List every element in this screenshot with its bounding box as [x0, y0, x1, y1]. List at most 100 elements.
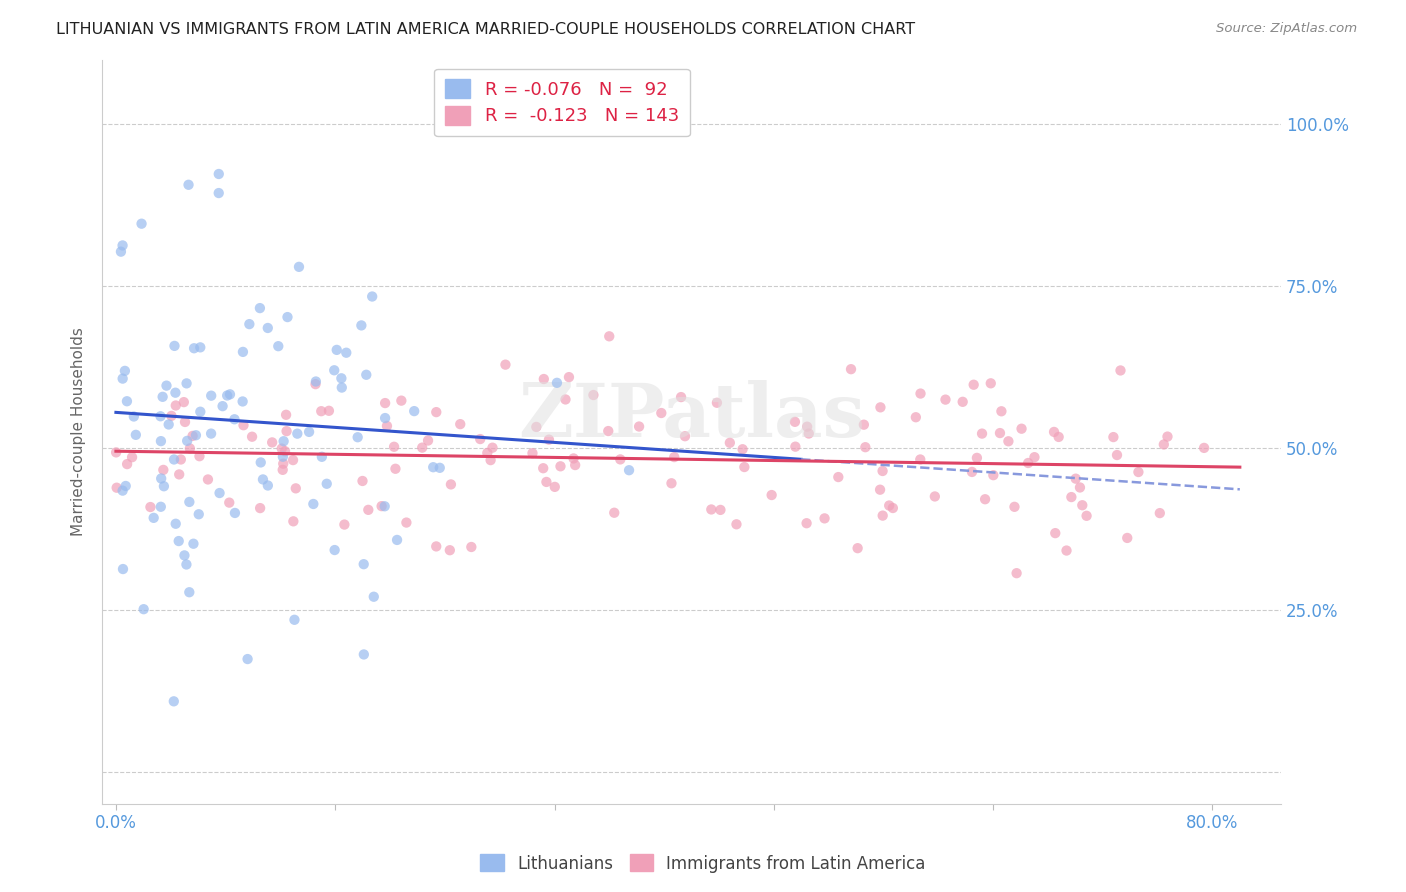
- Point: [249, 455, 271, 469]
- Point: [188, 405, 211, 419]
- Point: [533, 372, 555, 386]
- Point: [550, 459, 572, 474]
- Point: [1105, 448, 1128, 462]
- Point: [352, 474, 374, 488]
- Point: [531, 461, 554, 475]
- Point: [669, 390, 692, 404]
- Point: [1153, 437, 1175, 451]
- Point: [115, 394, 138, 409]
- Point: [425, 405, 447, 419]
- Point: [184, 428, 207, 442]
- Point: [167, 534, 190, 549]
- Point: [389, 393, 412, 408]
- Point: [1102, 430, 1125, 444]
- Point: [422, 460, 444, 475]
- Point: [149, 500, 172, 514]
- Point: [558, 370, 581, 384]
- Point: [1128, 465, 1150, 479]
- Point: [1045, 526, 1067, 541]
- Point: [796, 516, 818, 531]
- Point: [176, 434, 198, 448]
- Point: [404, 404, 426, 418]
- Point: [363, 590, 385, 604]
- Point: [165, 516, 187, 531]
- Point: [276, 310, 298, 324]
- Point: [562, 451, 585, 466]
- Point: [974, 492, 997, 507]
- Point: [384, 462, 406, 476]
- Point: [429, 460, 451, 475]
- Point: [439, 543, 461, 558]
- Point: [274, 408, 297, 422]
- Point: [910, 386, 932, 401]
- Point: [990, 404, 1012, 418]
- Point: [1017, 456, 1039, 470]
- Point: [181, 429, 204, 443]
- Point: [598, 424, 620, 438]
- Point: [163, 339, 186, 353]
- Point: [132, 602, 155, 616]
- Point: [960, 465, 983, 479]
- Point: [262, 435, 284, 450]
- Point: [470, 432, 492, 446]
- Point: [330, 380, 353, 394]
- Point: [153, 479, 176, 493]
- Point: [537, 433, 560, 447]
- Point: [718, 435, 741, 450]
- Point: [273, 434, 295, 449]
- Point: [872, 464, 894, 478]
- Point: [924, 490, 946, 504]
- Point: [325, 343, 347, 357]
- Text: LITHUANIAN VS IMMIGRANTS FROM LATIN AMERICA MARRIED-COUPLE HOUSEHOLDS CORRELATIO: LITHUANIAN VS IMMIGRANTS FROM LATIN AMER…: [56, 22, 915, 37]
- Point: [904, 410, 927, 425]
- Point: [167, 467, 190, 482]
- Point: [256, 321, 278, 335]
- Point: [111, 371, 134, 385]
- Point: [333, 517, 356, 532]
- Point: [910, 452, 932, 467]
- Point: [980, 376, 1002, 391]
- Point: [208, 167, 231, 181]
- Point: [706, 396, 728, 410]
- Point: [411, 441, 433, 455]
- Point: [232, 418, 254, 433]
- Point: [617, 463, 640, 477]
- Point: [853, 440, 876, 454]
- Point: [1116, 531, 1139, 545]
- Point: [1043, 425, 1066, 439]
- Point: [725, 517, 748, 532]
- Point: [460, 540, 482, 554]
- Point: [356, 368, 378, 382]
- Point: [170, 452, 193, 467]
- Point: [330, 371, 353, 385]
- Point: [183, 537, 205, 551]
- Point: [111, 238, 134, 252]
- Point: [1024, 450, 1046, 465]
- Point: [477, 446, 499, 460]
- Point: [318, 404, 340, 418]
- Point: [271, 463, 294, 477]
- Point: [305, 375, 328, 389]
- Point: [283, 514, 305, 528]
- Point: [869, 483, 891, 497]
- Point: [281, 453, 304, 467]
- Point: [952, 394, 974, 409]
- Point: [554, 392, 576, 407]
- Point: [232, 394, 254, 409]
- Point: [813, 511, 835, 525]
- Point: [934, 392, 956, 407]
- Point: [852, 417, 875, 432]
- Point: [224, 506, 246, 520]
- Point: [335, 345, 357, 359]
- Point: [179, 495, 201, 509]
- Point: [211, 399, 233, 413]
- Point: [121, 450, 143, 465]
- Point: [105, 481, 128, 495]
- Point: [252, 472, 274, 486]
- Point: [1192, 441, 1215, 455]
- Point: [839, 362, 862, 376]
- Point: [374, 411, 396, 425]
- Point: [731, 442, 754, 457]
- Point: [271, 457, 294, 471]
- Point: [761, 488, 783, 502]
